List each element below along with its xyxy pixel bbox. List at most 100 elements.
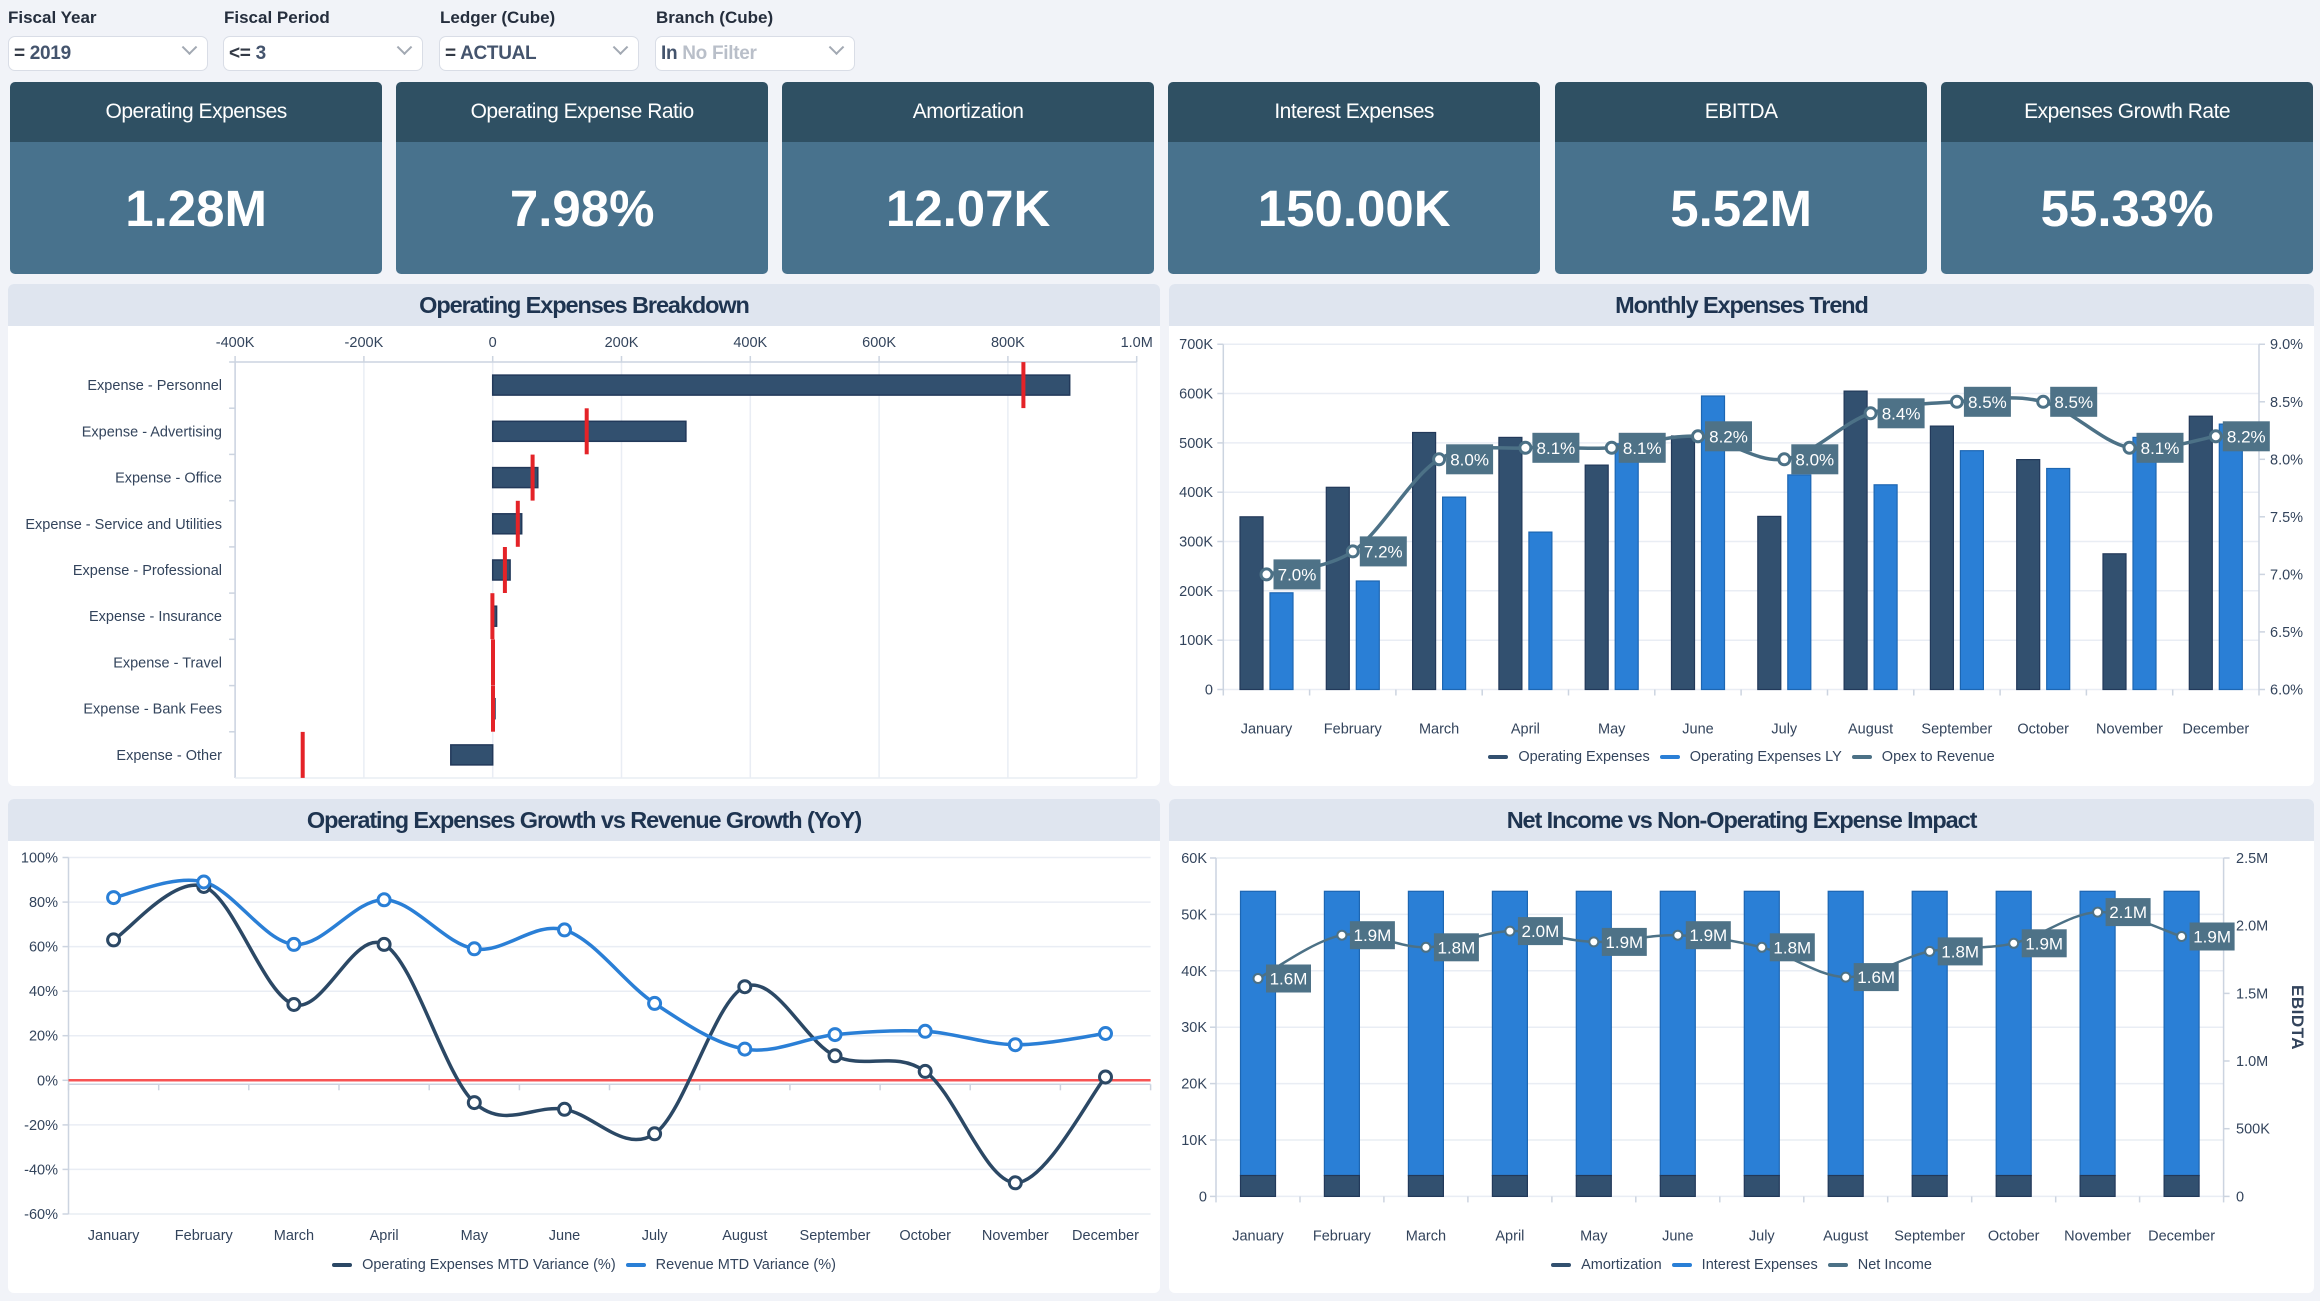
svg-text:December: December bbox=[2182, 722, 2249, 738]
svg-text:2.5M: 2.5M bbox=[2236, 851, 2268, 867]
svg-text:50K: 50K bbox=[1181, 907, 1207, 923]
svg-text:August: August bbox=[722, 1228, 767, 1244]
svg-text:0: 0 bbox=[489, 335, 497, 351]
svg-text:September: September bbox=[800, 1228, 871, 1244]
svg-text:December: December bbox=[1072, 1228, 1139, 1244]
svg-text:Expense - Travel: Expense - Travel bbox=[113, 655, 222, 671]
svg-text:Expense - Professional: Expense - Professional bbox=[73, 563, 222, 579]
svg-text:40%: 40% bbox=[29, 984, 58, 1000]
svg-text:2.0M: 2.0M bbox=[2236, 919, 2268, 935]
svg-text:May: May bbox=[1598, 722, 1626, 738]
svg-text:20%: 20% bbox=[29, 1029, 58, 1045]
svg-text:-200K: -200K bbox=[345, 335, 384, 351]
svg-text:June: June bbox=[1662, 1228, 1693, 1244]
svg-text:6.5%: 6.5% bbox=[2270, 625, 2303, 641]
svg-text:June: June bbox=[549, 1228, 580, 1244]
svg-text:500K: 500K bbox=[2236, 1122, 2270, 1138]
svg-text:-60%: -60% bbox=[24, 1207, 58, 1223]
svg-text:8.0%: 8.0% bbox=[2270, 452, 2303, 468]
svg-text:1.0M: 1.0M bbox=[1121, 335, 1153, 351]
svg-text:1.8M: 1.8M bbox=[1773, 938, 1811, 957]
svg-text:40K: 40K bbox=[1181, 964, 1207, 980]
svg-text:December: December bbox=[2148, 1228, 2215, 1244]
svg-text:2.0M: 2.0M bbox=[1522, 922, 1560, 941]
svg-text:20K: 20K bbox=[1181, 1077, 1207, 1093]
svg-text:October: October bbox=[2017, 722, 2069, 738]
svg-text:80%: 80% bbox=[29, 895, 58, 911]
svg-text:1.9M: 1.9M bbox=[1605, 933, 1643, 952]
svg-text:7.0%: 7.0% bbox=[1278, 565, 1317, 584]
svg-text:1.6M: 1.6M bbox=[1857, 968, 1895, 987]
svg-text:May: May bbox=[1580, 1228, 1608, 1244]
svg-text:March: March bbox=[274, 1228, 314, 1244]
svg-text:8.1%: 8.1% bbox=[2141, 439, 2180, 458]
svg-text:February: February bbox=[175, 1228, 234, 1244]
svg-text:1.9M: 1.9M bbox=[2193, 928, 2231, 947]
svg-text:March: March bbox=[1406, 1228, 1446, 1244]
svg-text:30K: 30K bbox=[1181, 1020, 1207, 1036]
svg-text:8.2%: 8.2% bbox=[1709, 427, 1748, 446]
svg-text:7.5%: 7.5% bbox=[2270, 510, 2303, 526]
svg-text:0: 0 bbox=[2236, 1189, 2244, 1205]
svg-text:8.5%: 8.5% bbox=[1968, 393, 2007, 412]
svg-text:April: April bbox=[1511, 722, 1540, 738]
svg-text:1.0M: 1.0M bbox=[2236, 1054, 2268, 1070]
svg-text:January: January bbox=[1241, 722, 1293, 738]
svg-text:Expense - Insurance: Expense - Insurance bbox=[89, 609, 222, 625]
svg-text:1.5M: 1.5M bbox=[2236, 986, 2268, 1002]
svg-text:100K: 100K bbox=[1179, 633, 1213, 649]
svg-text:7.2%: 7.2% bbox=[1364, 542, 1403, 561]
svg-text:8.5%: 8.5% bbox=[2270, 395, 2303, 411]
svg-text:8.1%: 8.1% bbox=[1623, 439, 1662, 458]
svg-text:-20%: -20% bbox=[24, 1118, 58, 1134]
svg-text:200K: 200K bbox=[1179, 584, 1213, 600]
svg-text:Expense - Service and Utilitie: Expense - Service and Utilities bbox=[25, 517, 222, 533]
svg-text:8.4%: 8.4% bbox=[1882, 404, 1921, 423]
svg-text:January: January bbox=[88, 1228, 140, 1244]
svg-text:400K: 400K bbox=[733, 335, 767, 351]
svg-text:November: November bbox=[2096, 722, 2163, 738]
svg-text:August: August bbox=[1848, 722, 1893, 738]
svg-text:60%: 60% bbox=[29, 940, 58, 956]
svg-text:0: 0 bbox=[1199, 1189, 1207, 1205]
svg-text:September: September bbox=[1921, 722, 1992, 738]
svg-text:600K: 600K bbox=[862, 335, 896, 351]
svg-text:June: June bbox=[1682, 722, 1713, 738]
svg-text:300K: 300K bbox=[1179, 535, 1213, 551]
svg-text:8.0%: 8.0% bbox=[1450, 450, 1489, 469]
svg-text:-400K: -400K bbox=[216, 335, 255, 351]
svg-text:1.9M: 1.9M bbox=[1354, 926, 1392, 945]
svg-text:Expense - Bank Fees: Expense - Bank Fees bbox=[83, 702, 222, 718]
svg-text:8.2%: 8.2% bbox=[2227, 427, 2266, 446]
svg-text:1.9M: 1.9M bbox=[1689, 926, 1727, 945]
svg-text:July: July bbox=[1749, 1228, 1776, 1244]
svg-text:9.0%: 9.0% bbox=[2270, 337, 2303, 353]
svg-text:10K: 10K bbox=[1181, 1133, 1207, 1149]
svg-text:1.8M: 1.8M bbox=[1438, 938, 1476, 957]
svg-text:2.1M: 2.1M bbox=[2109, 903, 2147, 922]
svg-text:January: January bbox=[1232, 1228, 1284, 1244]
svg-text:1.9M: 1.9M bbox=[2025, 934, 2063, 953]
svg-text:7.0%: 7.0% bbox=[2270, 567, 2303, 583]
svg-text:August: August bbox=[1823, 1228, 1868, 1244]
svg-text:1.8M: 1.8M bbox=[1941, 942, 1979, 961]
svg-text:100%: 100% bbox=[21, 851, 58, 867]
svg-text:1.6M: 1.6M bbox=[1270, 970, 1308, 989]
svg-text:February: February bbox=[1313, 1228, 1372, 1244]
svg-text:April: April bbox=[370, 1228, 399, 1244]
svg-text:July: July bbox=[642, 1228, 669, 1244]
svg-text:8.0%: 8.0% bbox=[1795, 450, 1834, 469]
svg-text:600K: 600K bbox=[1179, 387, 1213, 403]
svg-text:700K: 700K bbox=[1179, 337, 1213, 353]
svg-text:March: March bbox=[1419, 722, 1459, 738]
svg-text:April: April bbox=[1495, 1228, 1524, 1244]
svg-text:November: November bbox=[982, 1228, 1049, 1244]
svg-text:6.0%: 6.0% bbox=[2270, 683, 2303, 699]
svg-text:-40%: -40% bbox=[24, 1162, 58, 1178]
svg-text:February: February bbox=[1324, 722, 1383, 738]
svg-text:500K: 500K bbox=[1179, 436, 1213, 452]
svg-text:0: 0 bbox=[1205, 683, 1213, 699]
svg-text:8.5%: 8.5% bbox=[2054, 393, 2093, 412]
svg-text:0%: 0% bbox=[37, 1073, 58, 1089]
svg-text:September: September bbox=[1894, 1228, 1965, 1244]
